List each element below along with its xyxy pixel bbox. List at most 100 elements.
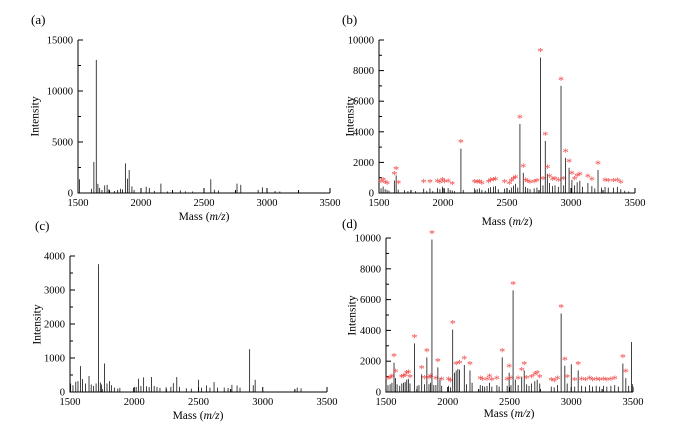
y-tick-label: 4000 — [360, 326, 381, 337]
peak-marker-asterisk: * — [542, 128, 548, 142]
x-axis-title-d: Mass (m/z) — [444, 408, 574, 420]
peak-marker-asterisk: * — [585, 170, 591, 184]
peak-marker-asterisk: * — [439, 373, 445, 387]
x-axis-title-close: ) — [528, 216, 533, 228]
y-tick-label: 0 — [60, 388, 65, 399]
peak-marker-asterisk: * — [477, 175, 483, 189]
peak-marker-asterisk: * — [572, 172, 578, 186]
peak-marker-asterisk: * — [488, 174, 494, 188]
peak-marker-asterisk: * — [502, 176, 508, 190]
y-tick-label: 1000 — [44, 354, 65, 365]
y-tick-label: 10000 — [47, 87, 73, 98]
peak-marker-asterisk: * — [550, 173, 556, 187]
x-tick-label: 3500 — [320, 198, 341, 209]
peak-marker-asterisk: * — [399, 371, 405, 385]
y-tick-label: 2000 — [44, 320, 65, 331]
y-tick-label: 3000 — [44, 286, 65, 297]
x-axis-title-italic: m/z — [512, 216, 529, 228]
peak-marker-asterisk: * — [506, 360, 512, 374]
peak-marker-asterisk: * — [524, 371, 530, 385]
peak-marker-asterisk: * — [618, 176, 624, 190]
x-axis-title-b: Mass (m/z) — [442, 216, 572, 228]
peak-marker-asterisk: * — [520, 160, 526, 174]
peak-marker-asterisk: * — [434, 175, 440, 189]
peak-marker-asterisk: * — [489, 374, 495, 388]
y-tick-label: 10000 — [355, 234, 381, 245]
peak-marker-asterisk: * — [393, 365, 399, 379]
panel-label-b: (b) — [342, 12, 358, 27]
x-tick-label: 3000 — [561, 198, 582, 209]
y-tick-label: 0 — [376, 388, 381, 399]
peak-marker-asterisk: * — [575, 357, 581, 371]
peak-marker-asterisk: * — [608, 373, 614, 387]
peak-marker-asterisk: * — [614, 174, 620, 188]
peak-marker-asterisk: * — [433, 372, 439, 386]
peak-marker-asterisk: * — [402, 369, 408, 383]
peak-marker-asterisk: * — [558, 73, 564, 87]
peak-marker-asterisk: * — [419, 361, 425, 375]
y-tick-label: 10000 — [348, 36, 374, 47]
y-tick-label: 4000 — [353, 127, 374, 138]
peak-marker-asterisk: * — [461, 352, 467, 366]
peak-marker-asterisk: * — [395, 177, 401, 191]
peak-marker-asterisk: * — [534, 367, 540, 381]
peak-marker-asterisk: * — [479, 373, 485, 387]
peak-marker-asterisk: * — [569, 167, 575, 181]
peak-marker-asterisk: * — [595, 157, 601, 171]
peak-marker-asterisk: * — [537, 371, 543, 385]
peak-marker-asterisk: * — [486, 370, 492, 384]
peak-marker-asterisk: * — [499, 344, 505, 358]
peak-marker-asterisk: * — [424, 344, 430, 358]
peak-marker-asterisk: * — [393, 162, 399, 176]
peak-marker-asterisk: * — [484, 373, 490, 387]
x-tick-label: 2000 — [433, 198, 454, 209]
x-axis-title-close: ) — [219, 410, 224, 422]
y-tick-label: 4000 — [44, 252, 65, 263]
x-tick-label: 2500 — [497, 198, 518, 209]
x-tick-label: 3000 — [257, 198, 278, 209]
x-tick-label: 2500 — [499, 397, 520, 408]
peak-marker-asterisk: * — [378, 175, 384, 189]
x-axis-title-text: Mass ( — [483, 408, 515, 420]
peak-marker-asterisk: * — [391, 167, 397, 181]
peak-marker-asterisk: * — [494, 372, 500, 386]
peak-marker-asterisk: * — [540, 172, 546, 186]
peak-marker-asterisk: * — [534, 175, 540, 189]
x-tick-label: 2500 — [194, 198, 215, 209]
peak-marker-asterisk: * — [522, 174, 528, 188]
x-axis-title-c: Mass (m/z) — [133, 410, 263, 422]
peak-marker-asterisk: * — [521, 357, 527, 371]
peak-marker-asterisk: * — [400, 370, 406, 384]
peak-marker-asterisk: * — [620, 351, 626, 365]
peak-marker-asterisk: * — [380, 174, 386, 188]
peak-marker-asterisk: * — [510, 277, 516, 291]
y-tick-label: 6000 — [360, 295, 381, 306]
peak-marker-asterisk: * — [508, 372, 514, 386]
x-tick-label: 3500 — [625, 198, 646, 209]
x-axis-title-italic: m/z — [514, 408, 531, 420]
peak-marker-asterisk: * — [610, 175, 616, 189]
x-axis-title-italic: m/z — [209, 211, 226, 223]
x-axis-title-italic: m/z — [203, 410, 220, 422]
peak-marker-asterisk: * — [429, 227, 435, 241]
y-tick-label: 15000 — [47, 36, 73, 47]
peak-marker-asterisk: * — [589, 374, 595, 388]
peak-marker-asterisk: * — [437, 176, 443, 190]
peak-marker-asterisk: * — [546, 170, 552, 184]
x-tick-label: 3000 — [561, 397, 582, 408]
peak-marker-asterisk: * — [492, 173, 498, 187]
peak-marker-asterisk: * — [439, 174, 445, 188]
y-tick-label: 0 — [369, 189, 374, 200]
peak-marker-asterisk: * — [593, 373, 599, 387]
peak-marker-asterisk: * — [605, 175, 611, 189]
y-axis-title-a: Intensity — [29, 96, 42, 137]
peak-marker-asterisk: * — [612, 372, 618, 386]
peak-marker-asterisk: * — [453, 357, 459, 371]
x-tick-label: 1500 — [369, 198, 390, 209]
peak-marker-asterisk: * — [387, 371, 393, 385]
x-tick-label: 2000 — [437, 397, 458, 408]
peak-marker-asterisk: * — [384, 177, 390, 191]
peak-marker-asterisk: * — [490, 174, 496, 188]
x-tick-label: 3000 — [252, 397, 273, 408]
peak-marker-asterisk: * — [574, 169, 580, 183]
